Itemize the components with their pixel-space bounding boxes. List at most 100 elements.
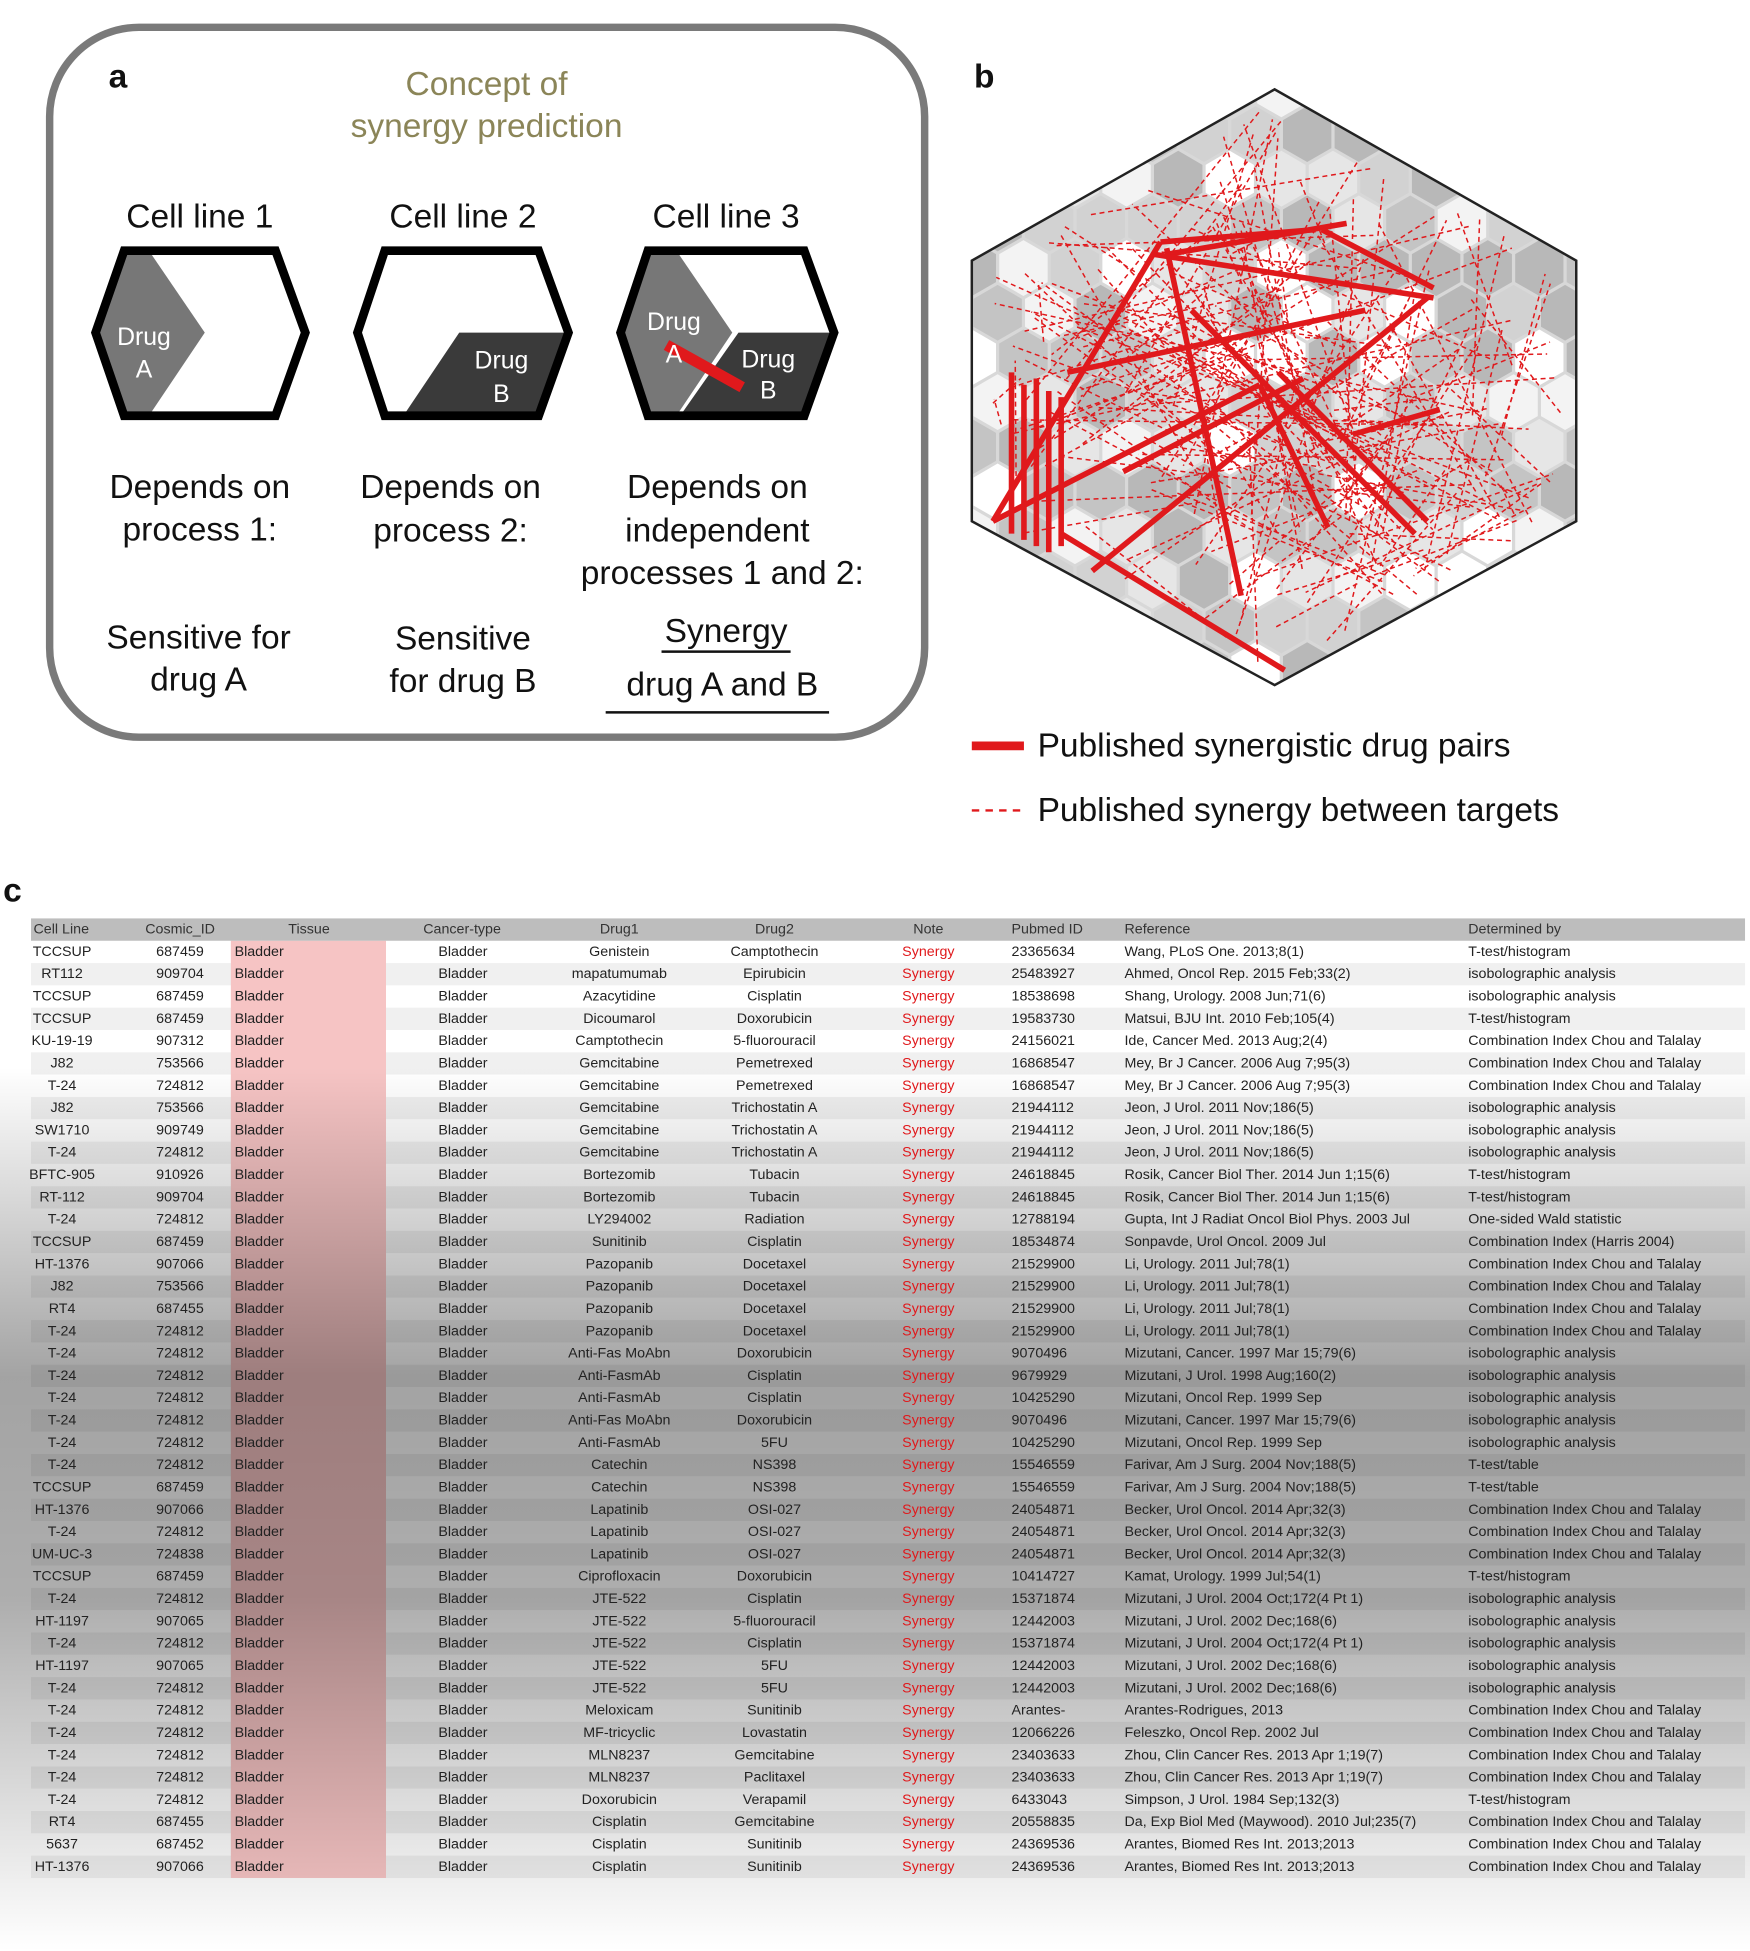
table-cell: Bladder bbox=[438, 1256, 487, 1272]
hex-cell bbox=[1102, 866, 1150, 922]
table-cell: 5FU bbox=[761, 1658, 788, 1674]
table-cell: Bladder bbox=[235, 1770, 284, 1786]
drug-region bbox=[403, 332, 569, 416]
hex-cell bbox=[1205, 597, 1254, 654]
drug-pair-link bbox=[1257, 383, 1331, 529]
hex-cell bbox=[1670, 419, 1718, 475]
column-header: Cancer-type bbox=[423, 922, 501, 938]
hex-cell bbox=[1257, 866, 1305, 922]
table-cell: Catechin bbox=[591, 1457, 647, 1473]
target-link bbox=[1098, 406, 1433, 427]
table-cell: Doxorubicin bbox=[737, 1413, 812, 1429]
table-cell: Synergy bbox=[902, 1591, 955, 1607]
hex-cell bbox=[973, 106, 1022, 162]
table-cell: Synergy bbox=[902, 1390, 955, 1406]
drug-pair-link bbox=[1189, 308, 1417, 536]
column-header: Cell line 3 bbox=[653, 199, 800, 236]
table-cell: Pazopanib bbox=[586, 1256, 653, 1272]
hex-cell bbox=[1593, 285, 1641, 341]
table-cell: 24156021 bbox=[1012, 1033, 1076, 1049]
table-cell: Mizutani, J Urol. 1998 Aug;160(2) bbox=[1124, 1368, 1336, 1384]
table-cell: Doxorubicin bbox=[737, 1346, 812, 1362]
panel-b: b Published synergistic drug pairs Publi… bbox=[970, 58, 1750, 922]
hex-cell bbox=[1282, 552, 1332, 609]
target-link bbox=[1253, 167, 1317, 503]
table-cell: Synergy bbox=[902, 1457, 955, 1473]
table-cell: isobolographic analysis bbox=[1468, 1368, 1616, 1384]
hex-cell bbox=[1463, 150, 1512, 207]
table-cell: T-24 bbox=[48, 1591, 77, 1607]
table-cell: TCCSUP bbox=[33, 1011, 92, 1027]
drug-region bbox=[680, 332, 835, 416]
table-cell: Bladder bbox=[438, 1837, 487, 1853]
table-cell: Synergy bbox=[902, 1658, 955, 1674]
table-cell: Mizutani, J Urol. 2004 Oct;172(4 Pt 1) bbox=[1124, 1636, 1363, 1652]
table-cell: 24369536 bbox=[1012, 1837, 1076, 1853]
hex-cell bbox=[1540, 642, 1577, 686]
target-link bbox=[1305, 336, 1331, 340]
target-link bbox=[1299, 181, 1327, 247]
hex-cell bbox=[1076, 463, 1125, 520]
table-cell: Synergy bbox=[902, 1770, 955, 1786]
table-cell: T-24 bbox=[48, 1725, 77, 1741]
table-cell: Synergy bbox=[902, 1546, 955, 1562]
hex-cell bbox=[1205, 150, 1254, 207]
table-cell: Synergy bbox=[902, 1234, 955, 1250]
table-cell: Bladder bbox=[235, 1346, 284, 1362]
hex-cell bbox=[1722, 866, 1750, 922]
hex-cell bbox=[1722, 61, 1750, 117]
table-cell: Synergy bbox=[902, 1792, 955, 1808]
table-cell: Synergy bbox=[902, 1859, 955, 1875]
table-cell: 5FU bbox=[761, 1435, 788, 1451]
table-cell: Lapatinib bbox=[590, 1546, 648, 1562]
table-cell: 687459 bbox=[156, 1234, 204, 1250]
hex-cell bbox=[1257, 150, 1306, 207]
hex-cell bbox=[1722, 776, 1750, 832]
table-cell: Mizutani, J Urol. 2004 Oct;172(4 Pt 1) bbox=[1124, 1591, 1363, 1607]
target-link bbox=[1274, 438, 1390, 592]
table-cell: 23403633 bbox=[1012, 1770, 1076, 1786]
table-cell: JTE-522 bbox=[592, 1613, 646, 1629]
target-link bbox=[1105, 246, 1320, 460]
table-cell: 15371874 bbox=[1012, 1591, 1076, 1607]
table-cell: Bladder bbox=[438, 1212, 487, 1228]
hex-cell bbox=[1540, 552, 1577, 609]
table-cell: Bladder bbox=[438, 1189, 487, 1205]
hex-cell bbox=[1050, 597, 1100, 654]
target-link bbox=[1149, 488, 1383, 583]
table-cell: Combination Index Chou and Talalay bbox=[1468, 1279, 1702, 1295]
table-cell: Bladder bbox=[235, 1256, 284, 1272]
drug-label: B bbox=[760, 377, 777, 404]
table-cell: Bladder bbox=[235, 1479, 284, 1495]
table-cell: 12442003 bbox=[1012, 1680, 1076, 1696]
table-cell: Synergy bbox=[902, 1435, 955, 1451]
table-cell: 15546559 bbox=[1012, 1479, 1076, 1495]
table-cell: Mizutani, Cancer. 1997 Mar 15;79(6) bbox=[1124, 1413, 1356, 1429]
hex-cell bbox=[1515, 240, 1564, 297]
table-cell: Bladder bbox=[235, 1524, 284, 1540]
table-cell: Combination Index Chou and Talalay bbox=[1468, 1703, 1702, 1719]
drug-pair-link bbox=[1352, 406, 1441, 438]
hex-cell bbox=[1566, 89, 1577, 118]
hex-cell bbox=[999, 240, 1048, 297]
table-cell: Mizutani, J Urol. 2002 Dec;168(6) bbox=[1124, 1680, 1337, 1696]
table-cell: Rosik, Cancer Biol Ther. 2014 Jun 1;15(6… bbox=[1124, 1189, 1389, 1205]
table-cell: Bladder bbox=[438, 1546, 487, 1562]
table-cell: Cisplatin bbox=[747, 1234, 802, 1250]
table-cell: Epirubicin bbox=[743, 966, 806, 982]
table-cell: 9070496 bbox=[1012, 1346, 1068, 1362]
hex-cell bbox=[1179, 374, 1229, 431]
dependency: processes 1 and 2: bbox=[581, 555, 864, 592]
table-cell: T-test/histogram bbox=[1468, 1569, 1570, 1585]
target-link bbox=[1219, 181, 1266, 322]
target-link bbox=[1370, 296, 1415, 571]
table-cell: Synergy bbox=[902, 1680, 955, 1696]
table-cell: 724812 bbox=[156, 1390, 204, 1406]
table-cell: Radiation bbox=[744, 1212, 804, 1228]
table-cell: T-test/table bbox=[1468, 1479, 1539, 1495]
table-cell: isobolographic analysis bbox=[1468, 1122, 1616, 1138]
hex-cell bbox=[1489, 284, 1538, 341]
map-outline bbox=[970, 87, 1578, 687]
table-cell: Farivar, Am J Surg. 2004 Nov;188(5) bbox=[1124, 1479, 1356, 1495]
table-cell: Bortezomib bbox=[583, 1167, 655, 1183]
